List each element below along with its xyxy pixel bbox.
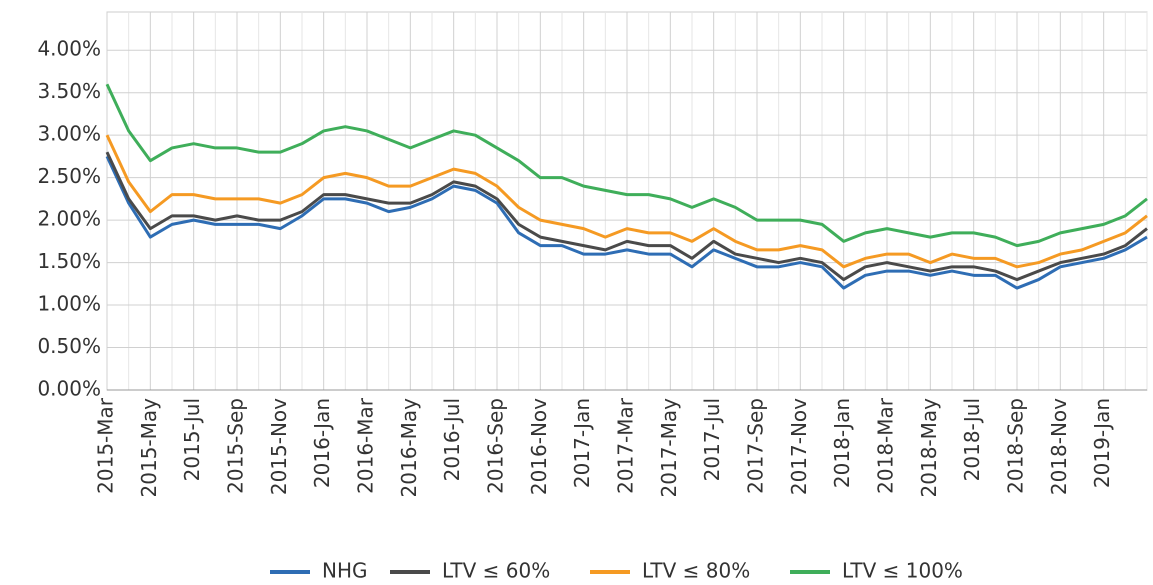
x-tick-label: 2017-Mar <box>614 397 638 494</box>
x-tick-label: 2016-Sep <box>484 398 508 494</box>
x-tick-label: 2017-May <box>657 398 681 498</box>
y-tick-label: 4.00% <box>37 37 101 61</box>
x-tick-label: 2018-Jan <box>830 398 854 488</box>
x-tick-label: 2018-Jul <box>960 398 984 481</box>
y-tick-label: 3.50% <box>37 79 101 103</box>
x-tick-label: 2018-Mar <box>874 397 898 494</box>
x-tick-label: 2016-Jan <box>310 398 334 488</box>
x-tick-label: 2016-Jul <box>440 398 464 481</box>
y-tick-label: 2.50% <box>37 164 101 188</box>
x-tick-label: 2017-Nov <box>787 398 811 495</box>
x-tick-label: 2015-Sep <box>224 398 248 494</box>
x-tick-label: 2016-Nov <box>527 398 551 495</box>
x-tick-label: 2015-Nov <box>267 398 291 495</box>
y-tick-label: 1.50% <box>37 249 101 273</box>
x-tick-label: 2018-Sep <box>1004 398 1028 494</box>
legend-label: NHG <box>322 559 368 583</box>
x-tick-label: 2019-Jan <box>1090 398 1114 488</box>
legend-label: LTV ≤ 60% <box>442 559 550 583</box>
y-tick-label: 3.00% <box>37 122 101 146</box>
x-tick-label: 2015-Mar <box>94 397 118 494</box>
x-tick-label: 2017-Jan <box>570 398 594 488</box>
series-line <box>105 155 1148 290</box>
x-tick-label: 2015-May <box>137 398 161 498</box>
y-tick-label: 0.50% <box>37 334 101 358</box>
x-tick-label: 2017-Jul <box>700 398 724 481</box>
x-tick-label: 2016-Mar <box>354 397 378 494</box>
x-tick-label: 2018-Nov <box>1047 398 1071 495</box>
series-line <box>105 83 1148 248</box>
legend-label: LTV ≤ 100% <box>842 559 963 583</box>
y-tick-label: 1.00% <box>37 292 101 316</box>
x-tick-label: 2018-May <box>917 398 941 498</box>
legend-label: LTV ≤ 80% <box>642 559 750 583</box>
x-tick-label: 2016-May <box>397 398 421 498</box>
x-tick-label: 2017-Sep <box>744 398 768 494</box>
y-tick-label: 2.00% <box>37 207 101 231</box>
y-tick-label: 0.00% <box>37 377 101 401</box>
series-line <box>105 151 1148 282</box>
series-line <box>105 134 1148 269</box>
x-tick-label: 2015-Jul <box>180 398 204 481</box>
